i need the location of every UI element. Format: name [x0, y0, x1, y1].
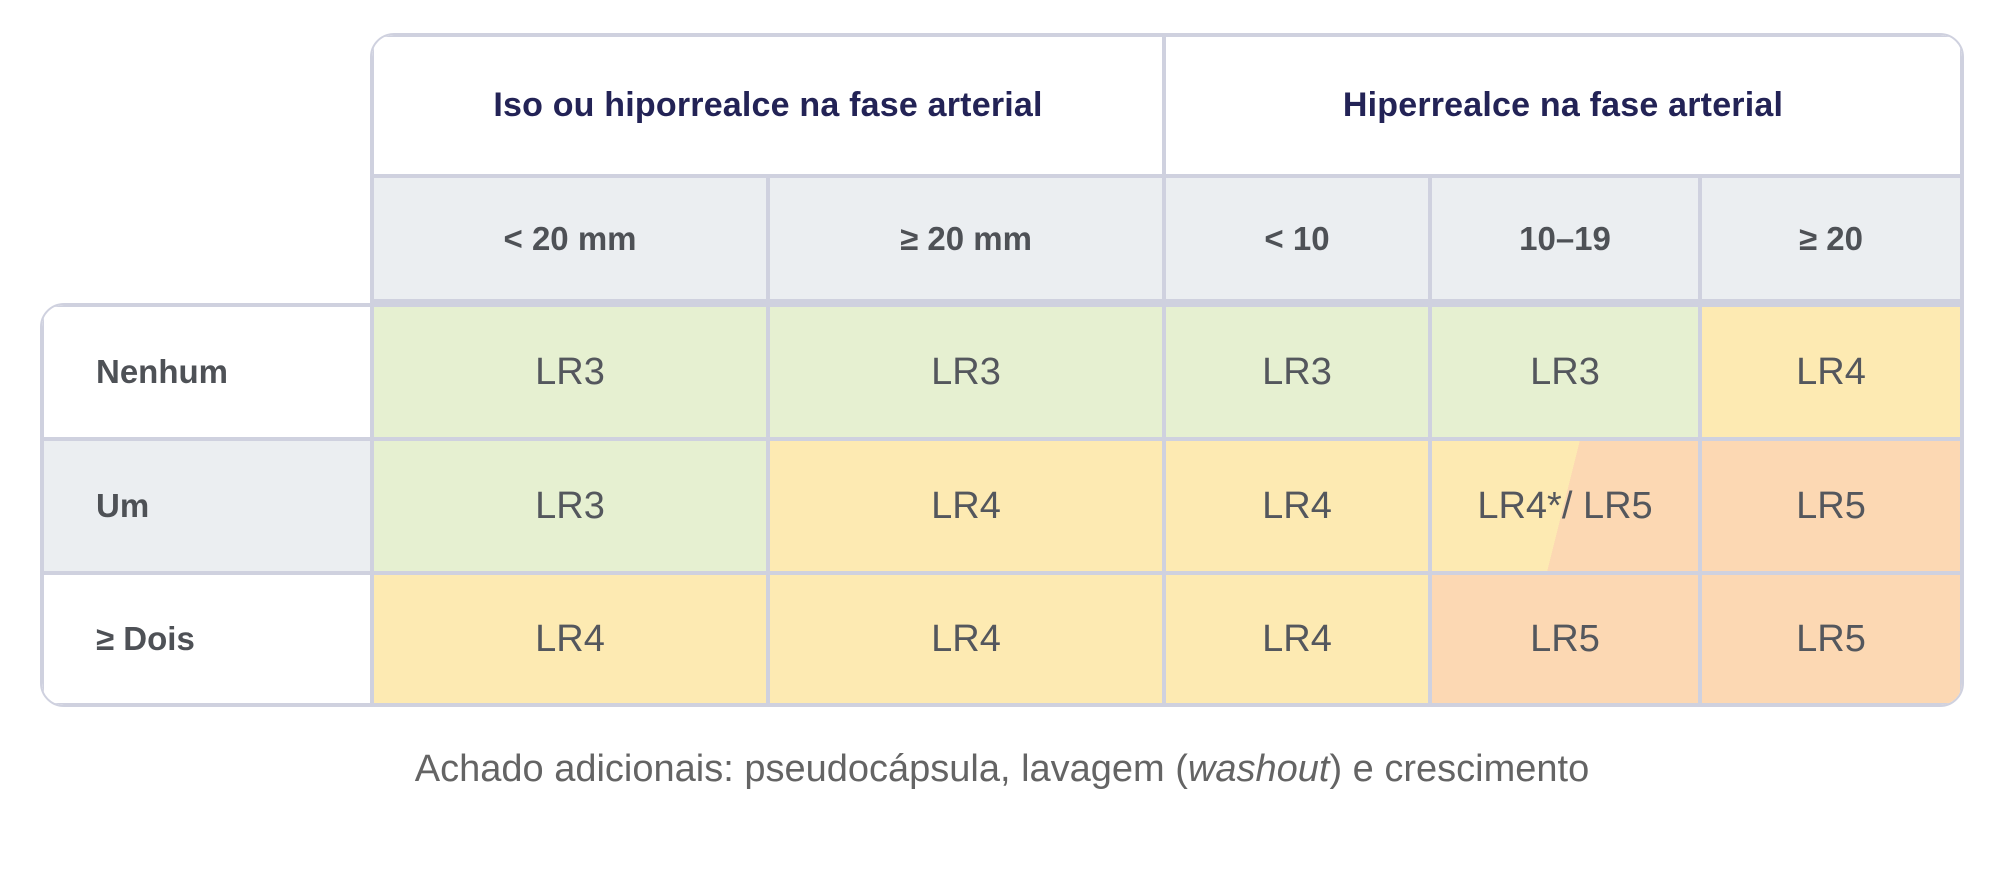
lr-cell: LR5 [1700, 439, 1962, 573]
lr-cell: LR4 [768, 439, 1164, 573]
table-body-section: Nenhum LR3 LR3 LR3 LR3 LR4 Um LR3 LR4 LR… [40, 303, 1964, 707]
column-header-lt10: < 10 [1164, 176, 1430, 301]
lr-cell: LR4 [1164, 573, 1430, 705]
group-header-hiper: Hiperrealce na fase arterial [1164, 35, 1962, 176]
lr-cell: LR4 [768, 573, 1164, 705]
row-label-ge-dois: ≥ Dois [42, 573, 372, 705]
footnote-italic-word: washout [1187, 748, 1330, 790]
lr-cell: LR3 [372, 439, 768, 573]
column-header-ge20: ≥ 20 [1700, 176, 1962, 301]
column-header-ge20mm: ≥ 20 mm [768, 176, 1164, 301]
group-header-iso: Iso ou hiporrealce na fase arterial [372, 35, 1164, 176]
footnote-prefix: Achado adicionais: pseudocápsula, lavage… [414, 748, 1188, 790]
lr-cell: LR3 [1430, 305, 1700, 439]
lr-cell: LR3 [1164, 305, 1430, 439]
lr-cell: LR4 [1164, 439, 1430, 573]
lr-cell: LR3 [372, 305, 768, 439]
lr-cell: LR4 [1700, 305, 1962, 439]
footnote-suffix: ) e crescimento [1329, 748, 1590, 790]
lr-cell-split: LR4*/ LR5 [1430, 439, 1700, 573]
footnote: Achado adicionais: pseudocápsula, lavage… [0, 748, 2004, 791]
row-label-nenhum: Nenhum [42, 305, 372, 439]
column-header-lt20mm: < 20 mm [372, 176, 768, 301]
lr-cell: LR3 [768, 305, 1164, 439]
row-label-um: Um [42, 439, 372, 573]
lr-cell: LR4 [372, 573, 768, 705]
column-header-10-19: 10–19 [1430, 176, 1700, 301]
table-header-section: Iso ou hiporrealce na fase arterial Hipe… [370, 33, 1964, 303]
lr-cell: LR5 [1700, 573, 1962, 705]
lr-cell: LR5 [1430, 573, 1700, 705]
